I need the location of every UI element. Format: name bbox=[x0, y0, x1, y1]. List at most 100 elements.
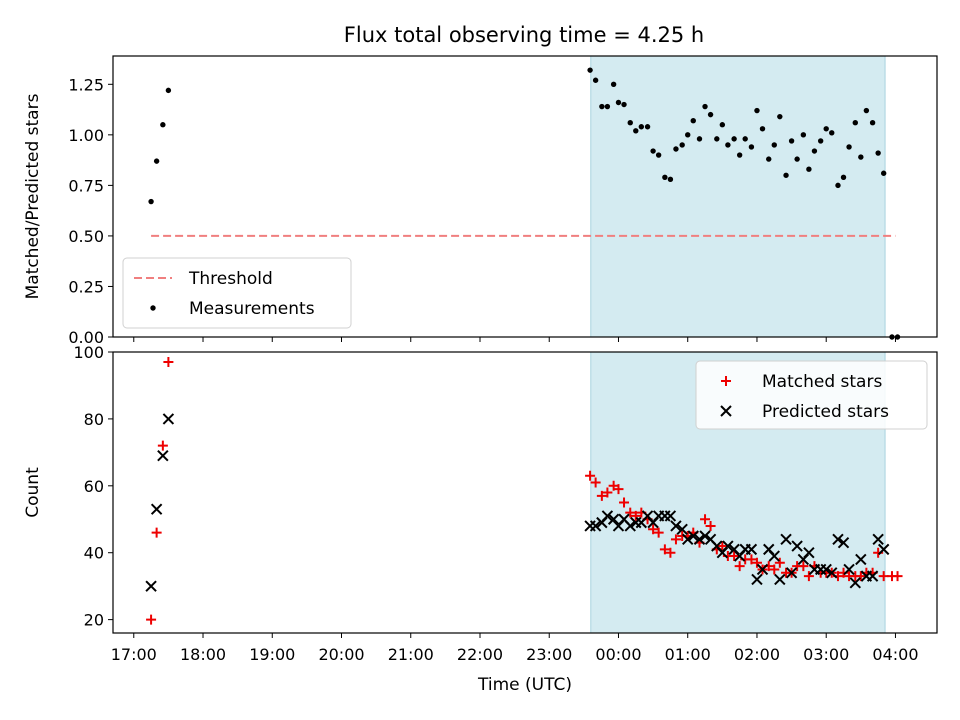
series-predicted-stars bbox=[145, 413, 890, 592]
data-point bbox=[880, 170, 887, 176]
data-point bbox=[157, 449, 169, 462]
data-point bbox=[875, 150, 881, 156]
data-point bbox=[607, 513, 620, 525]
data-point bbox=[604, 103, 611, 110]
x-tick-label: 23:00 bbox=[526, 645, 572, 664]
legend-label: Measurements bbox=[189, 299, 315, 319]
x-tick-label: 02:00 bbox=[734, 645, 780, 664]
y-tick-label: 80 bbox=[84, 410, 104, 429]
x-tick-label: 01:00 bbox=[665, 645, 711, 664]
shaded-observing-window bbox=[590, 55, 886, 338]
data-point bbox=[707, 111, 714, 118]
x-tick-label: 22:00 bbox=[457, 645, 503, 664]
bottom-panel: 20 40 60 80 100 17:00 18:00 19:00 20:00 21:00 22:0… bbox=[23, 343, 938, 695]
data-point bbox=[777, 113, 783, 120]
data-point bbox=[638, 124, 645, 130]
data-point bbox=[731, 136, 737, 142]
data-point bbox=[648, 524, 659, 535]
x-tick-label: 18:00 bbox=[180, 645, 226, 664]
data-point bbox=[693, 533, 706, 546]
data-point bbox=[146, 614, 157, 625]
data-point bbox=[625, 507, 636, 518]
data-point bbox=[673, 146, 679, 152]
data-point bbox=[872, 533, 884, 546]
data-point bbox=[785, 567, 798, 579]
data-point bbox=[676, 523, 688, 536]
data-point bbox=[644, 124, 651, 130]
data-point bbox=[837, 536, 850, 549]
data-point bbox=[729, 551, 740, 562]
data-point bbox=[664, 510, 677, 522]
data-point bbox=[717, 541, 728, 552]
data-point bbox=[849, 577, 861, 589]
data-point bbox=[877, 543, 890, 556]
data-point bbox=[866, 570, 879, 582]
data-point bbox=[823, 126, 829, 132]
y-tick-label: 100 bbox=[73, 343, 104, 362]
series-matched-stars bbox=[146, 357, 903, 625]
data-point bbox=[751, 573, 763, 586]
data-point bbox=[667, 176, 674, 183]
data-point bbox=[852, 120, 858, 126]
data-point bbox=[840, 174, 847, 180]
data-point bbox=[670, 534, 681, 545]
legend-plus-swatch bbox=[721, 376, 731, 386]
data-point bbox=[601, 510, 614, 522]
data-point bbox=[766, 156, 772, 162]
data-point bbox=[759, 126, 766, 132]
data-point bbox=[788, 138, 795, 144]
data-point bbox=[780, 533, 792, 546]
data-point bbox=[742, 136, 748, 142]
data-point bbox=[869, 120, 876, 126]
data-point bbox=[160, 122, 166, 128]
data-point bbox=[650, 148, 656, 154]
data-point bbox=[714, 136, 720, 142]
legend-label: Matched stars bbox=[762, 372, 882, 392]
data-point bbox=[754, 107, 760, 114]
y-tick-label: 0.25 bbox=[68, 277, 104, 296]
data-point bbox=[615, 99, 622, 106]
data-point bbox=[892, 571, 903, 582]
data-point bbox=[587, 67, 593, 73]
y-tick-label: 0.75 bbox=[68, 176, 104, 195]
data-point bbox=[771, 142, 777, 148]
data-point bbox=[633, 128, 639, 134]
data-point bbox=[589, 520, 602, 532]
x-tick-label: 00:00 bbox=[595, 645, 641, 664]
data-point bbox=[151, 527, 162, 538]
data-point bbox=[820, 563, 832, 576]
data-point bbox=[746, 554, 757, 565]
y-axis-label: Matched/Predicted stars bbox=[23, 93, 43, 299]
data-point bbox=[832, 533, 844, 546]
data-point bbox=[699, 530, 711, 542]
data-point bbox=[774, 557, 785, 568]
legend: Threshold Measurements bbox=[122, 257, 352, 329]
data-point bbox=[722, 540, 734, 552]
x-tick-label: 04:00 bbox=[872, 645, 918, 664]
data-point bbox=[745, 543, 758, 556]
data-point bbox=[624, 520, 636, 532]
x-axis-label: Time (UTC) bbox=[477, 675, 572, 695]
data-point bbox=[791, 540, 803, 552]
chart-title: Flux total observing time = 4.25 h bbox=[344, 23, 704, 47]
data-point bbox=[803, 571, 814, 582]
data-point bbox=[590, 477, 601, 488]
data-point bbox=[798, 561, 809, 572]
data-point bbox=[846, 144, 852, 150]
legend-box bbox=[122, 257, 352, 329]
legend-cross-swatch bbox=[720, 405, 732, 417]
data-point bbox=[653, 527, 664, 538]
data-point bbox=[725, 142, 731, 148]
data-point bbox=[148, 198, 154, 205]
y-tick-label: 0.50 bbox=[68, 227, 104, 246]
data-point bbox=[705, 520, 716, 531]
data-point bbox=[719, 122, 726, 128]
data-point bbox=[783, 172, 789, 178]
top-panel: 0.00 0.25 0.50 0.75 1.00 1.25 Matched/Predicte… bbox=[23, 55, 938, 347]
data-point bbox=[817, 138, 824, 144]
data-point bbox=[685, 132, 691, 138]
data-point bbox=[596, 490, 607, 501]
legend-dot-swatch bbox=[150, 305, 156, 311]
data-point bbox=[145, 580, 157, 592]
